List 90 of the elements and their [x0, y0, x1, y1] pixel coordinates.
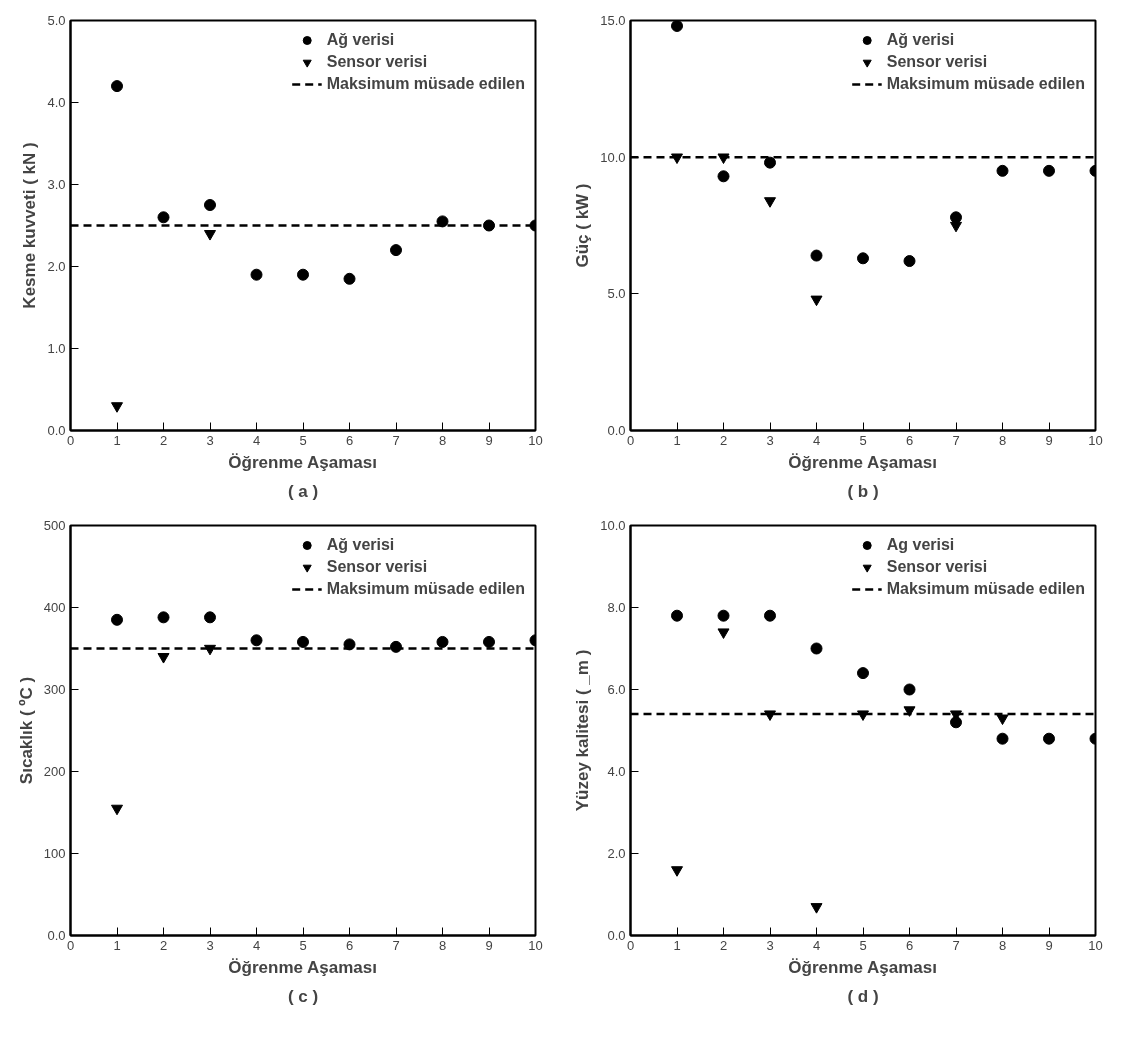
- x-tick-label: 1: [113, 432, 121, 448]
- y-tick-label: 10.0: [600, 149, 626, 165]
- x-tick-label: 7: [952, 937, 960, 953]
- x-tick-label: 0: [66, 937, 75, 953]
- legend-label: Maksimum müsade edilen: [886, 580, 1085, 598]
- x-axis-title: Öğrenme Aşaması: [228, 452, 378, 472]
- y-tick-label: 2.0: [607, 846, 626, 861]
- legend-label: Ag verisi: [886, 536, 955, 554]
- legend-label: Sensor verisi: [886, 558, 988, 576]
- x-tick-label: 7: [392, 937, 400, 953]
- x-tick-label: 6: [345, 937, 354, 953]
- x-tick-label: 3: [766, 937, 774, 953]
- legend-label: Sensor verisi: [326, 558, 428, 576]
- x-tick-label: 2: [719, 432, 728, 448]
- x-tick-label: 3: [206, 937, 214, 953]
- y-tick-label: 5.0: [47, 13, 66, 28]
- x-tick-label: 4: [812, 432, 821, 448]
- y-tick-label: 8.0: [607, 600, 626, 615]
- legend-label: Ağ verisi: [886, 31, 955, 49]
- y-tick-label: 4.0: [607, 764, 626, 779]
- x-axis-title: Öğrenme Aşaması: [228, 957, 378, 977]
- legend-label: Sensor verisi: [886, 53, 988, 71]
- text: ( d ): [847, 986, 879, 1006]
- text: ( a ): [287, 481, 319, 501]
- x-tick-label: 9: [1045, 432, 1053, 448]
- y-tick-label: 300: [43, 682, 66, 697]
- x-tick-label: 8: [438, 432, 447, 448]
- y-tick-label: 500: [43, 518, 66, 533]
- text: ( b ): [847, 481, 879, 501]
- legend-label: Sensor verisi: [326, 53, 428, 71]
- x-tick-label: 10: [1088, 937, 1103, 953]
- y-tick-label: 200: [43, 764, 66, 779]
- x-tick-label: 6: [345, 432, 354, 448]
- y-tick-label: 0.0: [607, 423, 626, 438]
- legend-label: Maksimum müsade edilen: [886, 75, 1085, 93]
- x-tick-label: 5: [859, 937, 867, 953]
- x-tick-label: 4: [252, 432, 261, 448]
- x-tick-label: 3: [766, 432, 774, 448]
- y-tick-label: 2.0: [47, 259, 66, 274]
- x-tick-label: 0: [66, 432, 75, 448]
- legend-label: Ağ verisi: [326, 31, 395, 49]
- x-tick-label: 10: [1088, 432, 1103, 448]
- x-tick-label: 9: [485, 937, 493, 953]
- x-tick-label: 6: [905, 432, 914, 448]
- x-axis-title: Öğrenme Aşaması: [788, 957, 938, 977]
- y-tick-label: 0.0: [607, 928, 626, 943]
- x-tick-label: 7: [392, 432, 400, 448]
- x-tick-label: 9: [485, 432, 493, 448]
- x-tick-label: 5: [859, 432, 867, 448]
- x-tick-label: 1: [113, 937, 121, 953]
- x-tick-label: 8: [998, 432, 1007, 448]
- x-tick-label: 10: [528, 937, 543, 953]
- x-tick-label: 1: [673, 432, 681, 448]
- y-axis-title: Sıcaklık ( ºC ): [16, 676, 36, 785]
- y-tick-label: 0.0: [47, 423, 66, 438]
- x-tick-label: 2: [159, 937, 168, 953]
- y-tick-label: 0.0: [47, 928, 66, 943]
- y-tick-label: 100: [43, 846, 66, 861]
- x-tick-label: 2: [719, 937, 728, 953]
- x-tick-label: 10: [528, 432, 543, 448]
- legend-label: Maksimum müsade edilen: [326, 580, 525, 598]
- y-tick-label: 3.0: [47, 177, 66, 192]
- x-tick-label: 4: [252, 937, 261, 953]
- x-tick-label: 3: [206, 432, 214, 448]
- x-tick-label: 7: [952, 432, 960, 448]
- x-tick-label: 6: [905, 937, 914, 953]
- x-tick-label: 1: [673, 937, 681, 953]
- x-tick-label: 0: [626, 937, 635, 953]
- x-tick-label: 5: [299, 937, 307, 953]
- y-axis-title: Güç ( kW ): [573, 183, 593, 268]
- x-tick-label: 9: [1045, 937, 1053, 953]
- y-axis-title: Yüzey kalitesi ( _m ): [573, 649, 593, 812]
- y-tick-label: 6.0: [607, 682, 626, 697]
- y-tick-label: 15.0: [600, 13, 626, 28]
- x-tick-label: 5: [299, 432, 307, 448]
- x-tick-label: 4: [812, 937, 821, 953]
- y-axis-title: Kesme kuvveti ( kN ): [20, 142, 40, 309]
- y-tick-label: 10.0: [600, 518, 626, 533]
- x-tick-label: 8: [998, 937, 1007, 953]
- legend-label: Maksimum müsade edilen: [326, 75, 525, 93]
- x-tick-label: 2: [159, 432, 168, 448]
- legend-label: Ağ verisi: [326, 536, 395, 554]
- x-tick-label: 0: [626, 432, 635, 448]
- x-axis-title: Öğrenme Aşaması: [788, 452, 938, 472]
- y-tick-label: 1.0: [47, 341, 66, 356]
- y-tick-label: 4.0: [47, 95, 66, 110]
- text: ( c ): [287, 986, 319, 1006]
- y-tick-label: 5.0: [607, 286, 626, 302]
- y-tick-label: 400: [43, 600, 66, 615]
- x-tick-label: 8: [438, 937, 447, 953]
